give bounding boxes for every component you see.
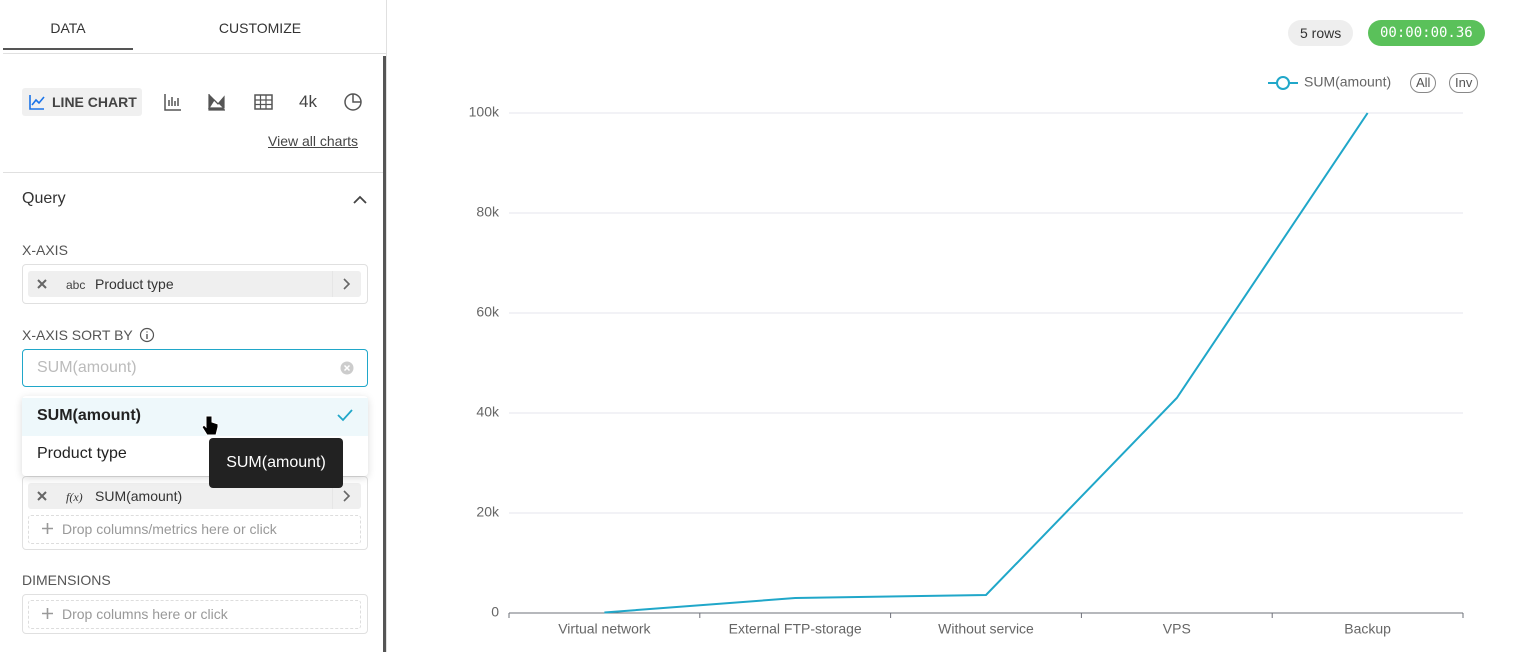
divider [3, 172, 383, 173]
dimensions-label: DIMENSIONS [22, 572, 111, 588]
option-label: SUM(amount) [37, 407, 141, 424]
plus-icon [42, 608, 53, 619]
remove-icon[interactable] [36, 278, 48, 290]
chart: 0 20k 40k 60k 80k 100k Virtual network External… [469, 74, 1464, 637]
collapse-icon[interactable] [352, 194, 368, 206]
divider [3, 53, 386, 54]
drop-dimensions[interactable] [28, 600, 361, 629]
sort-select[interactable] [22, 349, 368, 387]
y-tick-label: 60k [476, 304, 500, 320]
x-tick-label: Virtual network [558, 621, 651, 637]
metric-value: SUM(amount) [95, 488, 183, 504]
legend-inv[interactable]: Inv [1449, 73, 1479, 93]
metrics-field[interactable] [22, 476, 368, 550]
x-tick-label: Without service [938, 621, 1034, 637]
cursor [201, 415, 219, 436]
tab-data[interactable]: DATA [3, 20, 133, 50]
left-panel: DATA CUSTOMIZE LINE CHART 4k View all ch… [0, 0, 387, 652]
x-axis-label: X-AXIS [22, 242, 68, 258]
clear-icon[interactable] [340, 361, 354, 375]
x-axis-field[interactable] [22, 264, 368, 304]
x-axis-pill[interactable] [28, 271, 361, 297]
y-tick-label: 20k [476, 504, 500, 520]
option-selected[interactable] [22, 398, 368, 436]
chart-type-active[interactable] [22, 88, 142, 116]
line-series [604, 112, 1369, 614]
y-tick-label: 40k [476, 404, 500, 420]
x-tick-label: VPS [1163, 621, 1191, 637]
query-title: Query [22, 190, 66, 207]
chart-type-label: LINE CHART [52, 94, 137, 110]
dropdown: SUM(amount) Product type [22, 396, 368, 476]
drop-metrics-text: Drop columns/metrics here or click [62, 521, 277, 537]
x-axis-value: Product type [95, 276, 174, 292]
check-icon [337, 409, 353, 422]
plus-icon [42, 523, 53, 534]
chevron[interactable] [332, 271, 361, 297]
drop-dimensions-text: Drop columns here or click [62, 606, 228, 622]
drop-metrics[interactable] [28, 515, 361, 544]
chart-icons[interactable] [163, 90, 373, 114]
metric-type: f(x) [66, 490, 83, 504]
dimensions-field[interactable] [22, 594, 368, 634]
option-label[interactable]: Product type [37, 445, 127, 462]
y-tick-label: 0 [491, 604, 499, 620]
remove-icon[interactable] [36, 490, 48, 502]
y-tick-label: 80k [476, 204, 500, 220]
legend-all[interactable]: All [1410, 73, 1437, 93]
legend-marker [1276, 76, 1290, 90]
view-all-link[interactable]: View all charts [268, 133, 359, 149]
type-icon: abc [66, 278, 86, 292]
legend-label: SUM(amount) [1304, 74, 1391, 90]
chart-type-4k[interactable]: 4k [299, 92, 317, 111]
sort-label: X-AXIS SORT BY [22, 327, 133, 343]
chevron[interactable] [332, 483, 361, 509]
scrollbar [383, 56, 386, 652]
rows-badge: 5 rows [1288, 20, 1354, 46]
y-tick-label: 100k [469, 104, 500, 120]
line-icon [29, 95, 45, 110]
info-icon[interactable] [139, 327, 155, 343]
sort-placeholder: SUM(amount) [37, 359, 137, 376]
tab-customize[interactable]: CUSTOMIZE [218, 20, 302, 36]
tooltip: SUM(amount) [209, 438, 343, 488]
time-badge: 00:00:00.36 [1368, 20, 1485, 46]
x-tick-label: Backup [1344, 621, 1391, 637]
x-tick-label: External FTP-storage [729, 621, 862, 637]
